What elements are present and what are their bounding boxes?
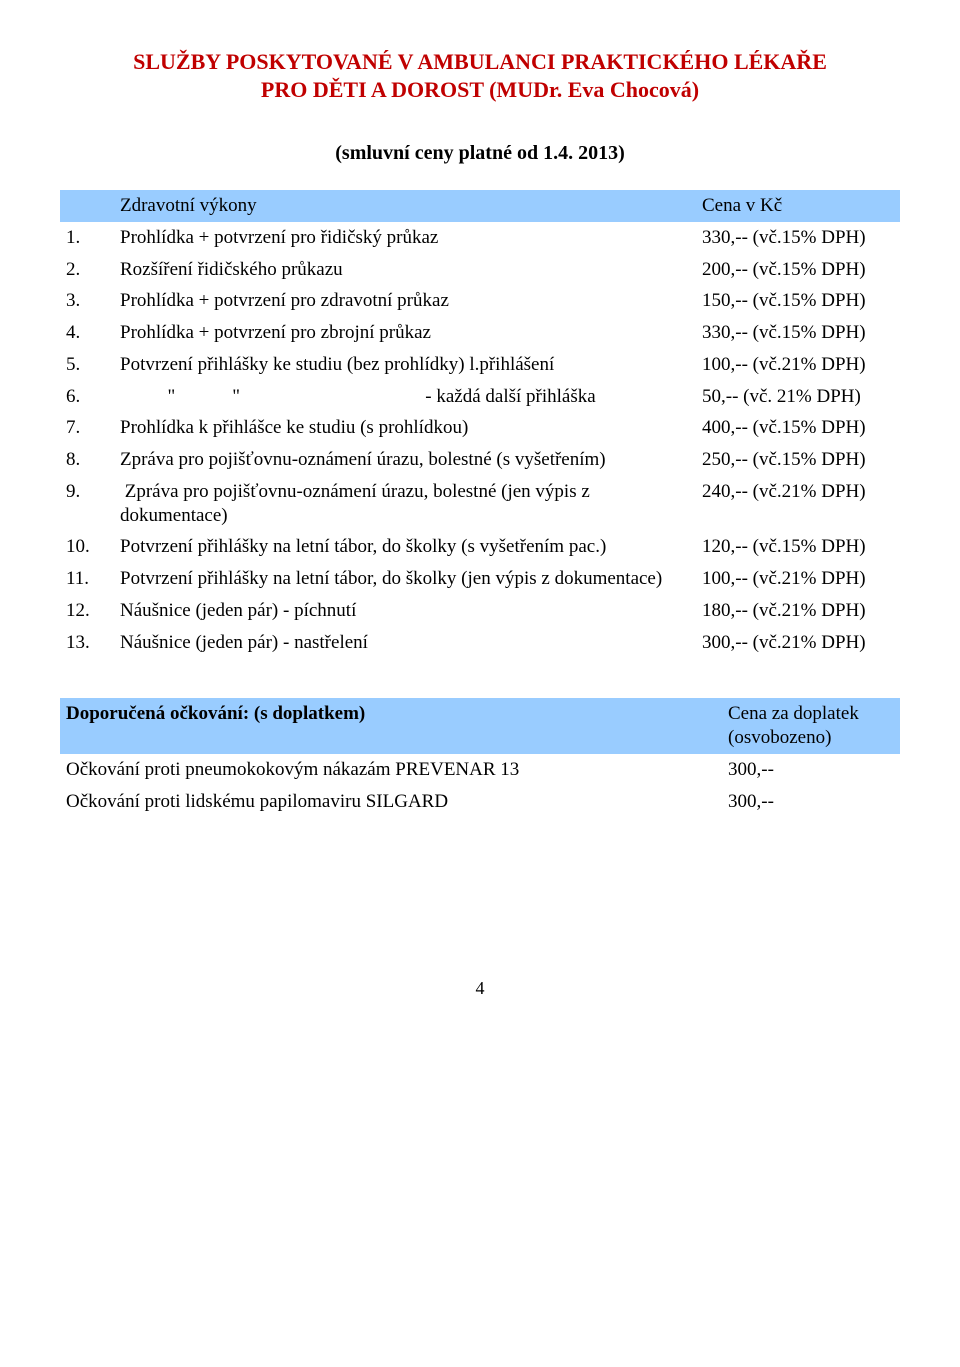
vacc-desc: Očkování proti pneumokokovým nákazám PRE…	[60, 754, 722, 786]
row-desc: Prohlídka + potvrzení pro zdravotní průk…	[114, 285, 696, 317]
row-desc: Zpráva pro pojišťovnu-oznámení úrazu, bo…	[114, 444, 696, 476]
table-row: 2.Rozšíření řidičského průkazu200,-- (vč…	[60, 254, 900, 286]
page-title: SLUŽBY POSKYTOVANÉ V AMBULANCI PRAKTICKÉ…	[60, 48, 900, 103]
row-desc: Náušnice (jeden pár) - píchnutí	[114, 595, 696, 627]
table-row: 9. Zpráva pro pojišťovnu-oznámení úrazu,…	[60, 476, 900, 532]
title-line1: SLUŽBY POSKYTOVANÉ V AMBULANCI PRAKTICKÉ…	[133, 49, 827, 74]
table-row: 1.Prohlídka + potvrzení pro řidičský prů…	[60, 222, 900, 254]
row-desc: Prohlídka + potvrzení pro zbrojní průkaz	[114, 317, 696, 349]
row-num: 9.	[60, 476, 114, 532]
row-price: 300,-- (vč.21% DPH)	[696, 627, 900, 659]
row-desc: Prohlídka + potvrzení pro řidičský průka…	[114, 222, 696, 254]
table-header-row: Doporučená očkování: (s doplatkem) Cena …	[60, 698, 900, 754]
row-price: 400,-- (vč.15% DPH)	[696, 412, 900, 444]
row-price: 200,-- (vč.15% DPH)	[696, 254, 900, 286]
vacc-header-left: Doporučená očkování: (s doplatkem)	[60, 698, 722, 754]
row-num: 11.	[60, 563, 114, 595]
row-num: 12.	[60, 595, 114, 627]
vacc-price: 300,--	[722, 754, 900, 786]
row-price: 330,-- (vč.15% DPH)	[696, 317, 900, 349]
vacc-desc: Očkování proti lidskému papilomaviru SIL…	[60, 786, 722, 818]
table-row: 3.Prohlídka + potvrzení pro zdravotní pr…	[60, 285, 900, 317]
row-desc: Potvrzení přihlášky ke studiu (bez prohl…	[114, 349, 696, 381]
vacc-price: 300,--	[722, 786, 900, 818]
row-desc: Prohlídka k přihlášce ke studiu (s prohl…	[114, 412, 696, 444]
row-price: 240,-- (vč.21% DPH)	[696, 476, 900, 532]
header-service-cell: Zdravotní výkony	[114, 190, 696, 222]
row-num: 13.	[60, 627, 114, 659]
row-desc: Náušnice (jeden pár) - nastřelení	[114, 627, 696, 659]
row-price: 250,-- (vč.15% DPH)	[696, 444, 900, 476]
table-row: 13.Náušnice (jeden pár) - nastřelení300,…	[60, 627, 900, 659]
row-price: 50,-- (vč. 21% DPH)	[696, 381, 900, 413]
row-desc: Zpráva pro pojišťovnu-oznámení úrazu, bo…	[114, 476, 696, 532]
table-row: 8.Zpráva pro pojišťovnu-oznámení úrazu, …	[60, 444, 900, 476]
table-row: 6. " " - každá další přihláška50,-- (vč.…	[60, 381, 900, 413]
page-subtitle: (smluvní ceny platné od 1.4. 2013)	[60, 141, 900, 166]
table-row: 4.Prohlídka + potvrzení pro zbrojní průk…	[60, 317, 900, 349]
row-price: 180,-- (vč.21% DPH)	[696, 595, 900, 627]
row-num: 10.	[60, 531, 114, 563]
row-num: 2.	[60, 254, 114, 286]
vacc-header-right: Cena za doplatek (osvobozeno)	[722, 698, 900, 754]
vaccination-table: Doporučená očkování: (s doplatkem) Cena …	[60, 698, 900, 817]
table-row: Očkování proti pneumokokovým nákazám PRE…	[60, 754, 900, 786]
row-price: 330,-- (vč.15% DPH)	[696, 222, 900, 254]
table-row: 12.Náušnice (jeden pár) - píchnutí180,--…	[60, 595, 900, 627]
row-desc: Rozšíření řidičského průkazu	[114, 254, 696, 286]
row-price: 100,-- (vč.21% DPH)	[696, 349, 900, 381]
table-row: 11.Potvrzení přihlášky na letní tábor, d…	[60, 563, 900, 595]
row-num: 8.	[60, 444, 114, 476]
row-desc: " " - každá další přihláška	[114, 381, 696, 413]
table-row: 7.Prohlídka k přihlášce ke studiu (s pro…	[60, 412, 900, 444]
table-row: 5.Potvrzení přihlášky ke studiu (bez pro…	[60, 349, 900, 381]
row-price: 120,-- (vč.15% DPH)	[696, 531, 900, 563]
row-price: 100,-- (vč.21% DPH)	[696, 563, 900, 595]
row-num: 1.	[60, 222, 114, 254]
table-header-row: Zdravotní výkony Cena v Kč	[60, 190, 900, 222]
header-price-cell: Cena v Kč	[696, 190, 900, 222]
page-number: 4	[60, 977, 900, 1000]
row-desc: Potvrzení přihlášky na letní tábor, do š…	[114, 563, 696, 595]
row-num: 3.	[60, 285, 114, 317]
row-desc: Potvrzení přihlášky na letní tábor, do š…	[114, 531, 696, 563]
row-num: 6.	[60, 381, 114, 413]
title-line2: PRO DĚTI A DOROST (MUDr. Eva Chocová)	[261, 77, 699, 102]
header-num-cell	[60, 190, 114, 222]
row-num: 5.	[60, 349, 114, 381]
table-row: Očkování proti lidskému papilomaviru SIL…	[60, 786, 900, 818]
row-num: 4.	[60, 317, 114, 349]
table-row: 10.Potvrzení přihlášky na letní tábor, d…	[60, 531, 900, 563]
row-num: 7.	[60, 412, 114, 444]
row-price: 150,-- (vč.15% DPH)	[696, 285, 900, 317]
services-table: Zdravotní výkony Cena v Kč 1.Prohlídka +…	[60, 190, 900, 658]
